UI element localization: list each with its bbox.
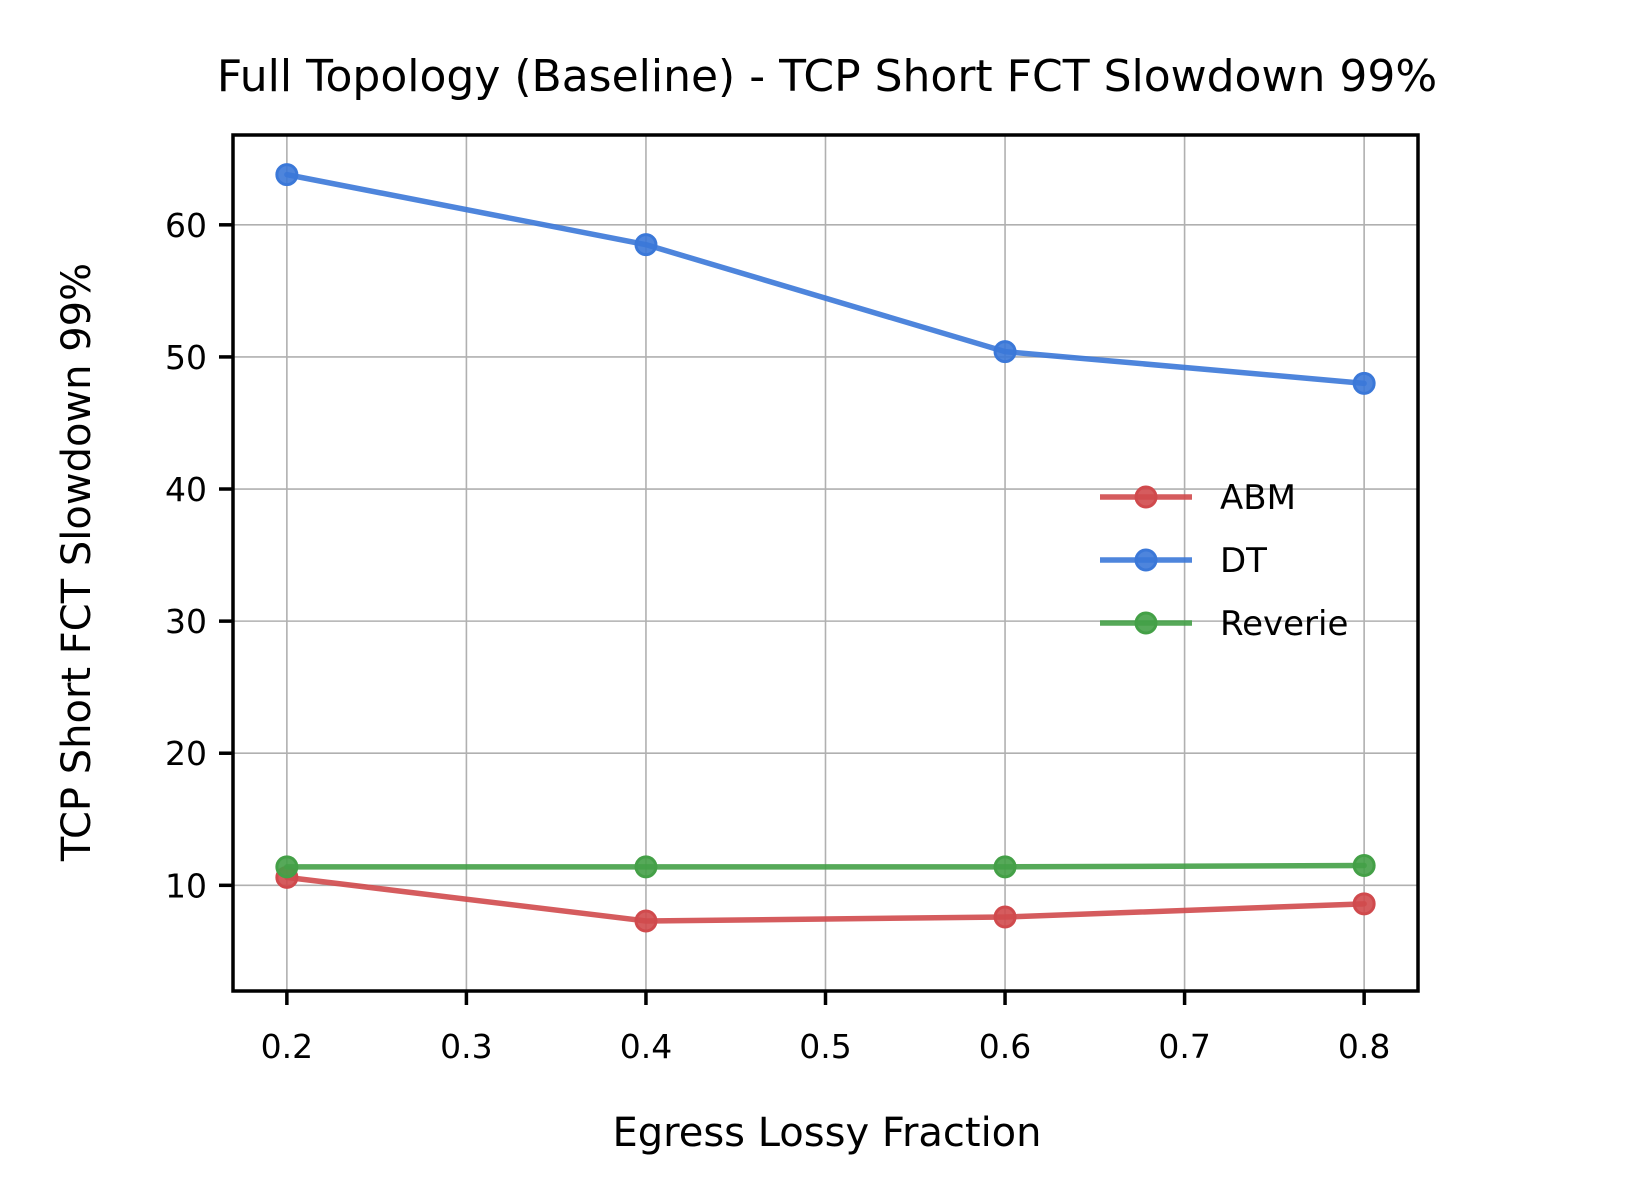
- data-point-abm: [1352, 892, 1376, 916]
- data-point-dt: [634, 233, 658, 257]
- data-point-dt: [275, 163, 299, 187]
- y-tick-label: 10: [165, 866, 207, 905]
- axes-ticks: 0.2 0.3 0.4 0.5 0.6 0.7 0.8 10 20 30 40 50 60: [165, 206, 1390, 1066]
- x-tick-label: 0.3: [440, 1027, 492, 1066]
- data-point-reverie: [1352, 854, 1376, 878]
- series-line-reverie: [284, 862, 1367, 870]
- data-point-reverie: [634, 855, 658, 879]
- y-tick-label: 60: [165, 206, 207, 245]
- x-tick-label: 0.8: [1338, 1027, 1390, 1066]
- data-point-reverie: [993, 855, 1017, 879]
- x-axis-label: Egress Lossy Fraction: [612, 1110, 1041, 1156]
- data-point-abm: [634, 909, 658, 933]
- x-tick-label: 0.2: [261, 1027, 313, 1066]
- legend-label-abm: ABM: [1220, 478, 1296, 518]
- series-line-dt: [284, 171, 1367, 387]
- x-tick-label: 0.7: [1158, 1027, 1210, 1066]
- y-axis-label: TCP Short FCT Slowdown 99%: [54, 263, 100, 862]
- data-point-dt: [993, 340, 1017, 364]
- data-point-reverie: [275, 855, 299, 879]
- data-point-dt: [1352, 371, 1376, 395]
- y-tick-label: 50: [165, 338, 207, 377]
- x-tick-label: 0.6: [979, 1027, 1031, 1066]
- y-tick-label: 20: [165, 734, 207, 773]
- y-tick-label: 30: [165, 602, 207, 641]
- legend: ABM DT Reverie: [1100, 478, 1348, 644]
- data-point-abm: [993, 905, 1017, 929]
- y-tick-label: 40: [165, 470, 207, 509]
- legend-marker-reverie: [1134, 611, 1158, 635]
- series-line-abm: [284, 874, 1367, 924]
- grid: [233, 135, 1418, 991]
- chart-title: Full Topology (Baseline) - TCP Short FCT…: [217, 51, 1437, 102]
- plot-series: [275, 163, 1376, 933]
- x-tick-label: 0.5: [799, 1027, 851, 1066]
- x-tick-label: 0.4: [620, 1027, 672, 1066]
- legend-label-reverie: Reverie: [1220, 604, 1348, 644]
- legend-label-dt: DT: [1220, 541, 1267, 581]
- legend-marker-abm: [1134, 485, 1158, 509]
- legend-marker-dt: [1134, 548, 1158, 572]
